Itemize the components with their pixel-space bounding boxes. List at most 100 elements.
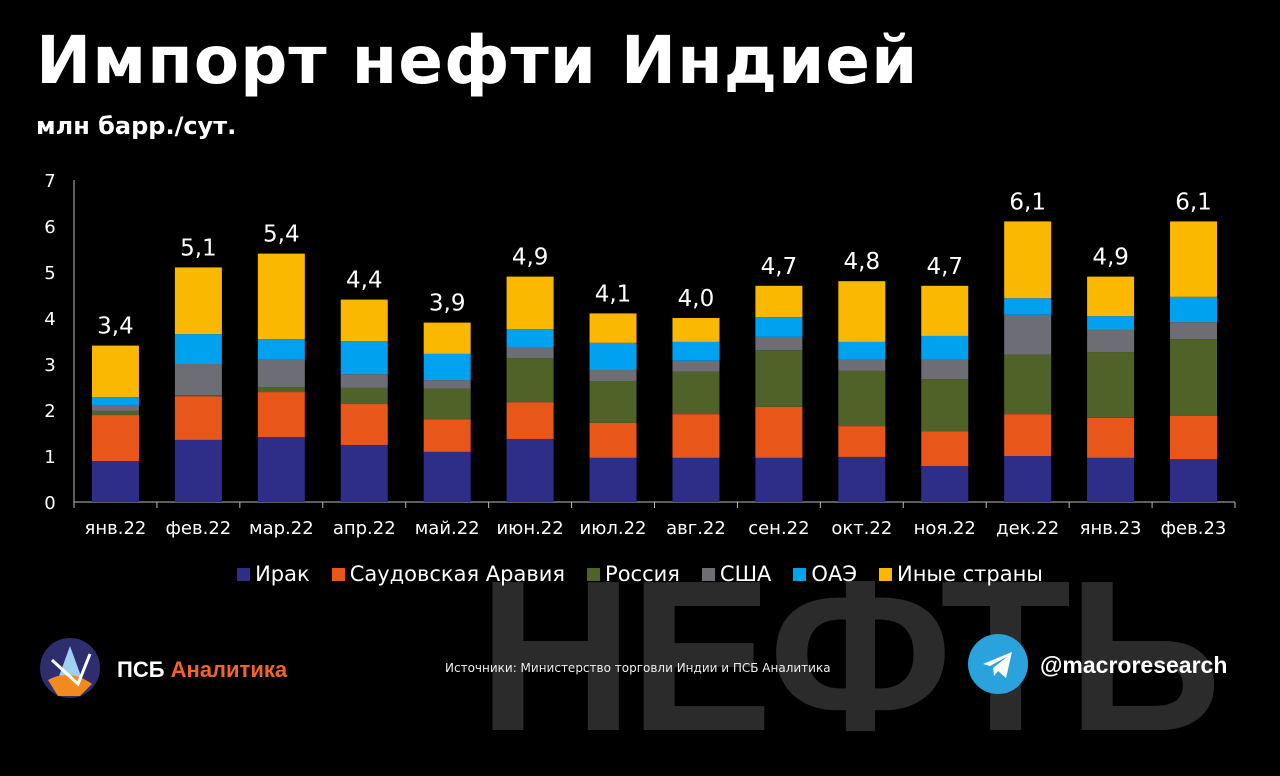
bar-segment-Саудовская Аравия bbox=[589, 422, 637, 458]
legend-swatch bbox=[878, 567, 892, 581]
bar-segment-ОАЭ bbox=[1004, 298, 1052, 315]
y-tick-label: 4 bbox=[44, 309, 55, 330]
brand-name: ПСБ Аналитика bbox=[117, 657, 287, 683]
chart-title: Импорт нефти Индией bbox=[36, 22, 919, 99]
bar-segment-Иные страны bbox=[91, 345, 139, 398]
total-data-label: 4,0 bbox=[678, 286, 715, 312]
x-tick-label: апр.22 bbox=[333, 518, 396, 539]
stacked-bar-chart: 0 1 2 3 4 5 6 7 3,4 янв.22 5,1 фев.22 5,4 мар.22 4,4 ап… bbox=[44, 171, 1236, 539]
legend-label: Россия bbox=[605, 562, 680, 586]
total-data-label: 6,1 bbox=[1009, 189, 1046, 215]
brand-psb: ПСБ bbox=[117, 657, 165, 682]
total-data-label: 4,8 bbox=[844, 249, 881, 275]
bar-segment-Иные страны bbox=[506, 276, 554, 330]
bar-segment-США bbox=[174, 364, 222, 396]
bar-segment-Россия bbox=[921, 379, 969, 432]
bar-segment-США bbox=[423, 380, 471, 389]
bar-segment-Ирак bbox=[921, 466, 969, 502]
legend-item: Саудовская Аравия bbox=[331, 562, 566, 586]
total-data-label: 3,9 bbox=[429, 291, 466, 317]
bar-segment-США bbox=[91, 404, 139, 411]
source-note: Источники: Министерство торговли Индии и… bbox=[445, 661, 831, 675]
total-data-label: 4,4 bbox=[346, 268, 383, 294]
bar-segment-Саудовская Аравия bbox=[340, 404, 388, 445]
bar-segment-Ирак bbox=[1004, 456, 1052, 502]
bar-segment-Саудовская Аравия bbox=[755, 406, 803, 458]
y-tick-label: 7 bbox=[44, 171, 55, 192]
telegram-icon[interactable] bbox=[968, 634, 1028, 694]
bar-segment-Саудовская Аравия bbox=[921, 431, 969, 467]
bar-segment-Иные страны bbox=[755, 285, 803, 318]
bar-segment-Россия bbox=[755, 350, 803, 407]
total-data-label: 6,1 bbox=[1175, 189, 1212, 215]
bar-segment-Саудовская Аравия bbox=[423, 419, 471, 452]
x-tick-label: июл.22 bbox=[580, 518, 647, 539]
legend-item: Россия bbox=[587, 562, 680, 586]
bar-segment-Иные страны bbox=[340, 299, 388, 341]
bar-segment-ОАЭ bbox=[1087, 316, 1135, 330]
y-tick-label: 6 bbox=[44, 217, 55, 238]
y-tick-label: 5 bbox=[44, 263, 55, 284]
bar-segment-ОАЭ bbox=[1170, 296, 1218, 323]
bar-segment-Саудовская Аравия bbox=[1170, 415, 1218, 460]
chart-subtitle: млн барр./сут. bbox=[36, 112, 237, 140]
x-tick-label: май.22 bbox=[415, 518, 480, 539]
bar-segment-Ирак bbox=[838, 456, 886, 502]
bar-segment-США bbox=[340, 374, 388, 388]
bar-segment-Ирак bbox=[257, 437, 305, 502]
bar-segment-Саудовская Аравия bbox=[672, 414, 720, 458]
legend-swatch bbox=[701, 567, 715, 581]
psb-analytics-logo-icon bbox=[40, 638, 100, 698]
legend-item: Иные страны bbox=[878, 562, 1043, 586]
bar-segment-Россия bbox=[589, 381, 637, 423]
bar-segment-ОАЭ bbox=[174, 334, 222, 364]
telegram-handle[interactable]: @macroresearch bbox=[1040, 652, 1228, 678]
brand-analytics: Аналитика bbox=[170, 657, 288, 682]
bar-segment-Иные страны bbox=[1087, 276, 1135, 317]
legend-swatch bbox=[587, 567, 601, 581]
x-tick-label: сен.22 bbox=[748, 518, 809, 539]
y-tick-label: 0 bbox=[44, 493, 55, 514]
x-tick-label: окт.22 bbox=[831, 518, 892, 539]
bar-segment-США bbox=[1004, 314, 1052, 355]
bar-segment-США bbox=[1170, 322, 1218, 340]
bar-segment-Ирак bbox=[589, 457, 637, 502]
bar-segment-Россия bbox=[1087, 352, 1135, 418]
bar-segment-ОАЭ bbox=[340, 341, 388, 375]
total-data-label: 3,4 bbox=[97, 314, 134, 340]
bar-segment-Россия bbox=[91, 410, 139, 416]
x-tick-label: янв.23 bbox=[1080, 518, 1142, 539]
bar-segment-Россия bbox=[174, 395, 222, 397]
bar-segment-Ирак bbox=[506, 438, 554, 502]
bar-segment-Саудовская Аравия bbox=[506, 402, 554, 439]
bar-segment-Россия bbox=[1170, 339, 1218, 416]
x-tick-label: авг.22 bbox=[666, 518, 726, 539]
bar-segment-ОАЭ bbox=[838, 341, 886, 360]
bar-segment-ОАЭ bbox=[755, 317, 803, 337]
bar-segment-Ирак bbox=[755, 457, 803, 502]
total-data-label: 4,1 bbox=[595, 281, 632, 307]
bar-segment-Саудовская Аравия bbox=[174, 396, 222, 440]
legend-label: Саудовская Аравия bbox=[349, 562, 566, 586]
bar-segment-Россия bbox=[257, 387, 305, 393]
bar-segment-Иные страны bbox=[1004, 221, 1052, 299]
y-tick-label: 3 bbox=[44, 355, 55, 376]
bar-segment-Саудовская Аравия bbox=[257, 392, 305, 438]
bar-segment-США bbox=[755, 336, 803, 351]
bar-segment-Саудовская Аравия bbox=[1004, 414, 1052, 456]
legend-label: ОАЭ bbox=[811, 562, 857, 586]
legend-swatch bbox=[237, 567, 251, 581]
total-data-label: 5,4 bbox=[263, 222, 300, 248]
bar-segment-Саудовская Аравия bbox=[91, 415, 139, 462]
bar-segment-США bbox=[506, 346, 554, 359]
legend-label: Иные страны bbox=[896, 562, 1043, 586]
bar-segment-Ирак bbox=[672, 457, 720, 502]
bar-segment-Ирак bbox=[91, 461, 139, 502]
bar-segment-Иные страны bbox=[838, 281, 886, 342]
bar-segment-США bbox=[838, 359, 886, 371]
bar-segment-ОАЭ bbox=[257, 339, 305, 360]
bar-segment-Иные страны bbox=[1170, 221, 1218, 297]
bar-segment-США bbox=[672, 360, 720, 372]
bar-segment-Иные страны bbox=[589, 313, 637, 343]
bar-segment-ОАЭ bbox=[91, 397, 139, 405]
